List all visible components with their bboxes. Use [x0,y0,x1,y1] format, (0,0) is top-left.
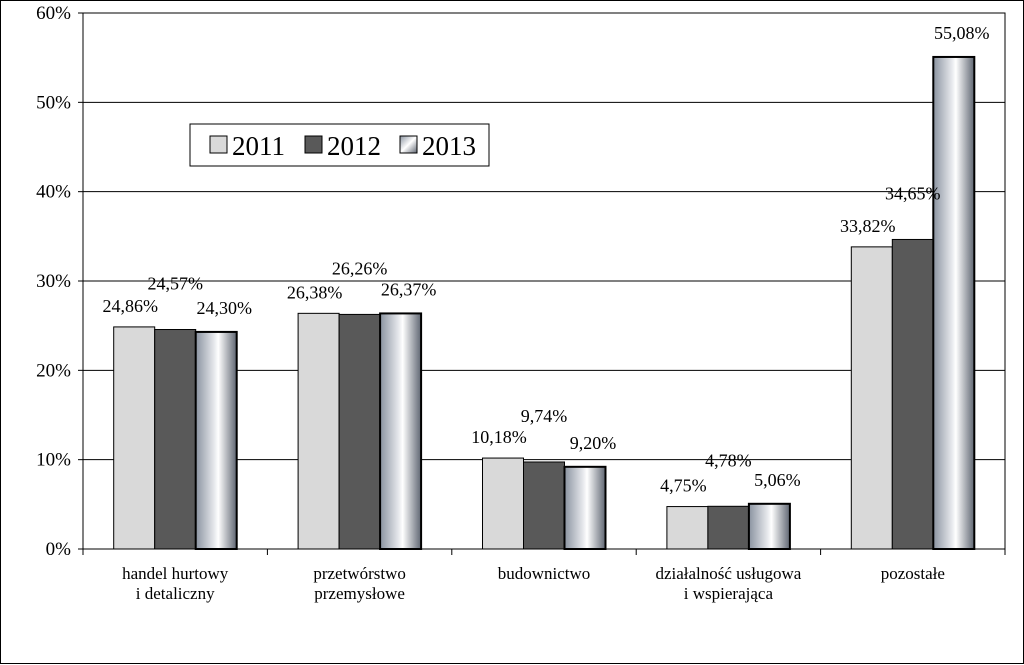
data-label: 24,86% [102,296,158,316]
bar-2013 [932,55,976,551]
bar-2011 [113,326,156,550]
legend: 2011 2012 2013 [189,123,490,167]
y-tick-label: 50% [36,92,71,113]
bar-2012 [707,505,750,550]
bar-2013 [563,465,607,550]
data-label: 26,38% [287,282,343,302]
data-label: 24,30% [196,298,252,318]
legend-box [189,123,490,167]
bar-2011 [297,312,340,550]
bar-2012 [523,461,565,550]
x-tick-label: przemysłowe [314,584,405,603]
x-tick-label: i detaliczny [136,584,215,603]
data-label: 4,75% [660,476,707,496]
legend-label: 2012 [327,131,381,161]
bar-2011 [850,246,893,550]
data-label: 9,74% [521,406,568,426]
bar-2012 [338,313,381,550]
y-tick-label: 30% [36,271,71,292]
data-labels: 24,86%24,57% 24,30% 26,38% 26,26%26,37% 10,1… [102,23,989,496]
y-tick-label: 40% [36,182,71,203]
y-tick-label: 60% [36,3,71,24]
data-label: 10,18% [471,427,527,447]
data-label: 55,08% [934,23,990,43]
bar-2013 [747,502,791,550]
data-label: 33,82% [840,216,896,236]
data-label: 26,26% [332,258,388,278]
y-tick-label: 20% [36,360,71,381]
bars [113,55,976,551]
x-tick-label: handel hurtowy [122,564,229,583]
bar-2011 [482,457,524,550]
bar-2013 [379,312,423,551]
x-tick-label: przetwórstwo [313,564,406,583]
x-tick-label: budownictwo [498,564,591,583]
data-label: 4,78% [705,450,752,470]
data-label: 5,06% [754,470,801,490]
bar-2013 [194,330,238,551]
y-tick-label: 0% [46,539,72,560]
legend-swatch [304,135,323,154]
bar-2012 [891,238,934,550]
x-tick-label: i wspierająca [684,584,774,603]
data-label: 34,65% [885,183,941,203]
y-tick-label: 10% [36,450,71,471]
data-label: 9,20% [570,433,617,453]
data-label: 26,37% [381,279,437,299]
bar-2012 [154,329,197,550]
x-tick-label: działalność usługowa [655,564,801,583]
legend-swatch [399,135,418,154]
data-label: 24,57% [147,274,203,294]
x-tick-label: pozostałe [881,564,945,583]
bar-2011 [666,506,709,550]
legend-label: 2013 [422,131,476,161]
legend-swatch [209,135,228,154]
legend-label: 2011 [232,131,285,161]
